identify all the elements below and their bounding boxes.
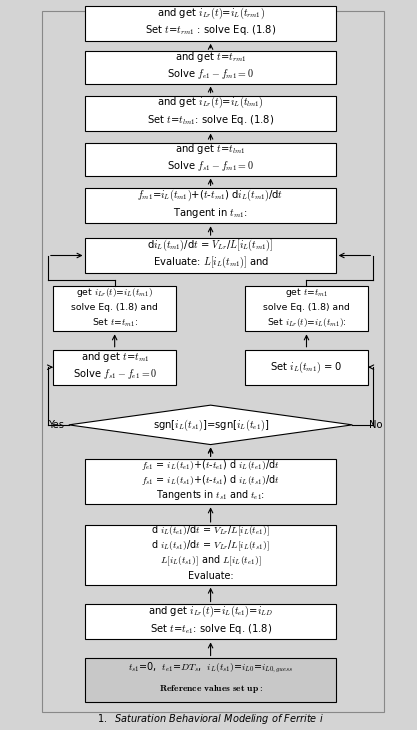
Bar xyxy=(85,459,336,504)
Text: Evaluate:: Evaluate: xyxy=(188,571,234,581)
Bar xyxy=(53,350,176,385)
Text: and get $t$=$t_{rm1}$: and get $t$=$t_{rm1}$ xyxy=(175,50,246,64)
Bar xyxy=(53,286,176,331)
Text: get $t$=$t_{m1}$: get $t$=$t_{m1}$ xyxy=(285,285,328,299)
Text: and get $i_{Lr}(t)$=$i_L(t_{rm1})$: and get $i_{Lr}(t)$=$i_L(t_{rm1})$ xyxy=(157,5,264,20)
Bar xyxy=(85,50,336,83)
Text: Set $i_L(t_{m1})$ = 0: Set $i_L(t_{m1})$ = 0 xyxy=(270,359,343,375)
Text: Solve $f_{s1}-f_{m1}=0$: Solve $f_{s1}-f_{m1}=0$ xyxy=(167,158,254,173)
Text: Solve $f_{e1}-f_{m1}=0$: Solve $f_{e1}-f_{m1}=0$ xyxy=(167,66,254,81)
Text: and get $i_{Lr}(t)$=$i_L(t_{lm1})$: and get $i_{Lr}(t)$=$i_L(t_{lm1})$ xyxy=(157,95,264,110)
Text: Set $i_{Lr}(t)$=$i_L(t_{m1})$:: Set $i_{Lr}(t)$=$i_L(t_{m1})$: xyxy=(266,316,347,329)
Text: d $i_L(t_{e1})$/d$t$ = $V_{Lr}$/$L[i_L(t_{e1})]$: d $i_L(t_{e1})$/d$t$ = $V_{Lr}$/$L[i_L(t… xyxy=(151,523,270,538)
Text: $\mathit{1.\ \ Saturation\ Behavioral\ Modeling\ of\ Ferrite\ i}$: $\mathit{1.\ \ Saturation\ Behavioral\ M… xyxy=(97,712,324,726)
Text: Solve $f_{s1}-f_{e1}=0$: Solve $f_{s1}-f_{e1}=0$ xyxy=(73,367,157,381)
Text: $L[i_L(t_{s1})]$ and $L[i_L(t_{e1})]$: $L[i_L(t_{s1})]$ and $L[i_L(t_{e1})]$ xyxy=(160,553,261,568)
Text: and get $t$=$t_{m1}$: and get $t$=$t_{m1}$ xyxy=(80,350,149,364)
Text: and get $i_{Lr}(t)$=$i_L(t_{e1})$=$i_{LD}$: and get $i_{Lr}(t)$=$i_L(t_{e1})$=$i_{LD… xyxy=(148,604,273,619)
Text: solve Eq. (1.8) and: solve Eq. (1.8) and xyxy=(263,303,350,312)
Text: Yes: Yes xyxy=(48,420,64,430)
Text: $f_{m1}$=$i_L(t_{m1})$+($t$-$t_{m1}$) d$i_L(t_{m1})$/d$t$: $f_{m1}$=$i_L(t_{m1})$+($t$-$t_{m1}$) d$… xyxy=(138,188,284,203)
Bar xyxy=(85,604,336,639)
Text: $t_{s1}$=0,  $t_{e1}$=$DT_s$,  $i_L(t_{s1})$=$i_{L0}$=$i_{L0,guess}$: $t_{s1}$=0, $t_{e1}$=$DT_s$, $i_L(t_{s1}… xyxy=(128,660,294,675)
Text: d$i_L(t_{m1})$/d$t$ = $V_{Lr}$/$L[i_L(t_{m1})]$: d$i_L(t_{m1})$/d$t$ = $V_{Lr}$/$L[i_L(t_… xyxy=(148,237,274,253)
Bar xyxy=(85,525,336,585)
Text: solve Eq. (1.8) and: solve Eq. (1.8) and xyxy=(71,303,158,312)
Text: get $i_{Lr}(t)$=$i_L(t_{m1})$: get $i_{Lr}(t)$=$i_L(t_{m1})$ xyxy=(76,285,153,299)
Text: d $i_L(t_{s1})$/d$t$ = $V_{Lr}$/$L[i_L(t_{s1})]$: d $i_L(t_{s1})$/d$t$ = $V_{Lr}$/$L[i_L(t… xyxy=(151,539,270,553)
Bar xyxy=(85,658,336,702)
Polygon shape xyxy=(69,405,352,445)
Bar xyxy=(85,188,336,223)
Text: Tangents in $t_{s1}$ and $t_{e1}$:: Tangents in $t_{s1}$ and $t_{e1}$: xyxy=(156,488,265,502)
Bar xyxy=(42,11,384,712)
Bar xyxy=(85,6,336,41)
Text: Set $t$=$t_{e1}$: solve Eq. (1.8): Set $t$=$t_{e1}$: solve Eq. (1.8) xyxy=(150,622,271,636)
Text: sgn[$i_L(t_{s1})$]=sgn[$i_L(t_{e1})$]: sgn[$i_L(t_{s1})$]=sgn[$i_L(t_{e1})$] xyxy=(153,417,269,433)
Text: No: No xyxy=(369,420,382,430)
Bar xyxy=(85,238,336,273)
Bar xyxy=(85,96,336,131)
Bar xyxy=(85,142,336,175)
Text: Evaluate: $L[i_L(t_{m1})]$ and: Evaluate: $L[i_L(t_{m1})]$ and xyxy=(153,255,269,270)
Text: $f_{e1}$ = $i_L(t_{e1})$+($t$-$t_{e1}$) d $i_L(t_{e1})$/d$t$: $f_{e1}$ = $i_L(t_{e1})$+($t$-$t_{e1}$) … xyxy=(141,458,280,472)
Text: Tangent in $t_{m1}$:: Tangent in $t_{m1}$: xyxy=(173,206,248,220)
Text: Set $t$=$t_{m1}$:: Set $t$=$t_{m1}$: xyxy=(92,316,138,328)
Text: $f_{s1}$ = $i_L(t_{s1})$+($t$-$t_{s1}$) d $i_L(t_{s1})$/d$t$: $f_{s1}$ = $i_L(t_{s1})$+($t$-$t_{s1}$) … xyxy=(141,473,280,488)
Text: Set $t$=$t_{lm1}$: solve Eq. (1.8): Set $t$=$t_{lm1}$: solve Eq. (1.8) xyxy=(147,113,274,127)
Bar xyxy=(245,350,368,385)
Text: and get $t$=$t_{lm1}$: and get $t$=$t_{lm1}$ xyxy=(176,142,246,156)
Text: Set $t$=$t_{rm1}$ : solve Eq. (1.8): Set $t$=$t_{rm1}$ : solve Eq. (1.8) xyxy=(145,23,276,37)
Bar xyxy=(245,286,368,331)
Text: $\mathbf{Reference\ values\ set\ up:}$: $\mathbf{Reference\ values\ set\ up:}$ xyxy=(158,683,263,695)
